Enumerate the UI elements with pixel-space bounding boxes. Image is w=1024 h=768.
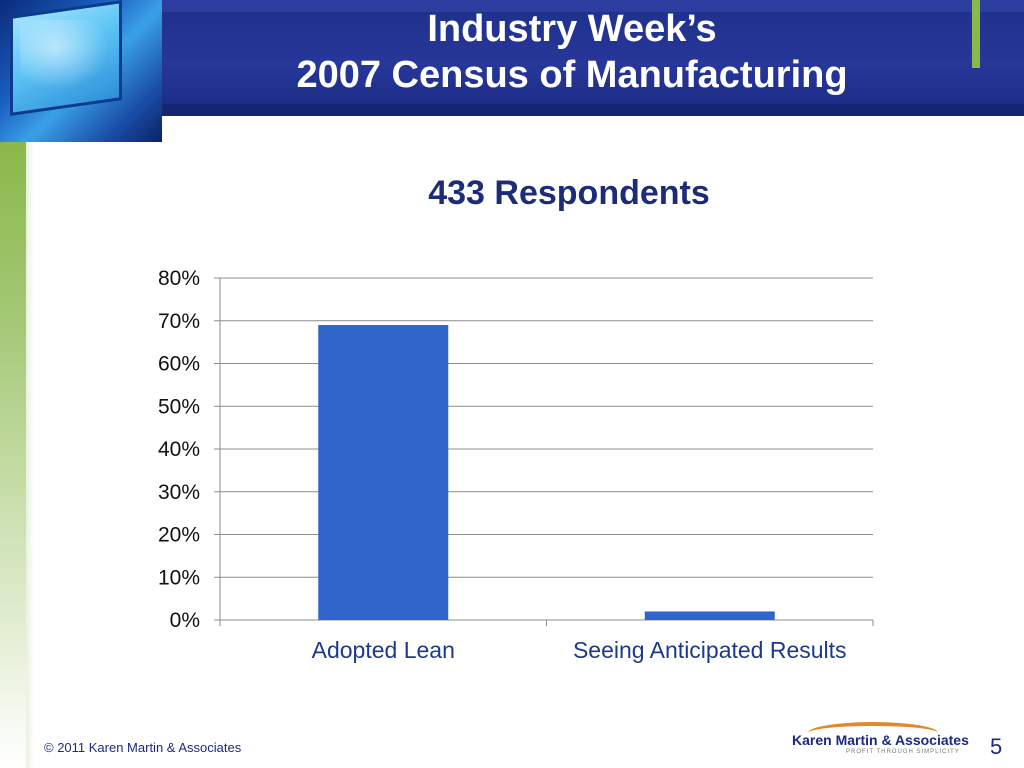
logo-arc — [808, 722, 938, 744]
chart-title: 433 Respondents — [428, 174, 710, 212]
slide-title-line1: Industry Week’s — [427, 8, 717, 50]
y-tick-label: 80% — [158, 267, 200, 290]
y-tick-label: 30% — [158, 481, 200, 504]
bar-chart: 0% 10% 20% 30% 40% 50% 60% 70% 80% Adopted Lean Se… — [158, 267, 874, 663]
computer-monitor-image — [0, 0, 162, 142]
y-tick-label: 70% — [158, 310, 200, 333]
y-tick-label: 60% — [158, 353, 200, 376]
monitor-glow — [20, 20, 110, 90]
category-label: Seeing Anticipated Results — [573, 637, 847, 663]
page-number: 5 — [990, 734, 1003, 759]
logo-tagline: PROFIT THROUGH SIMPLICITY — [846, 749, 960, 755]
slide-title: Industry Week’s 2007 Census of Manufactu… — [160, 6, 984, 98]
header-stripe — [160, 0, 1024, 12]
category-label: Adopted Lean — [312, 637, 455, 663]
left-accent-fade — [26, 142, 34, 768]
left-accent-bar — [0, 142, 26, 768]
y-tick-label: 20% — [158, 524, 200, 547]
slide-title-line2: 2007 Census of Manufacturing — [296, 54, 848, 96]
copyright-text: © 2011 Karen Martin & Associates — [44, 740, 242, 755]
bar — [318, 325, 449, 620]
header-band — [0, 0, 1024, 116]
y-tick-label: 0% — [170, 609, 200, 632]
corner-accent-bar — [972, 0, 980, 68]
y-tick-label: 40% — [158, 438, 200, 461]
y-tick-label: 50% — [158, 395, 200, 418]
header-lower-stripe — [160, 104, 1024, 116]
company-logo: Karen Martin & Associates PROFIT THROUGH… — [788, 722, 969, 758]
bar — [644, 611, 775, 620]
logo-name: Karen Martin & Associates — [792, 732, 969, 748]
y-tick-label: 10% — [158, 566, 200, 589]
